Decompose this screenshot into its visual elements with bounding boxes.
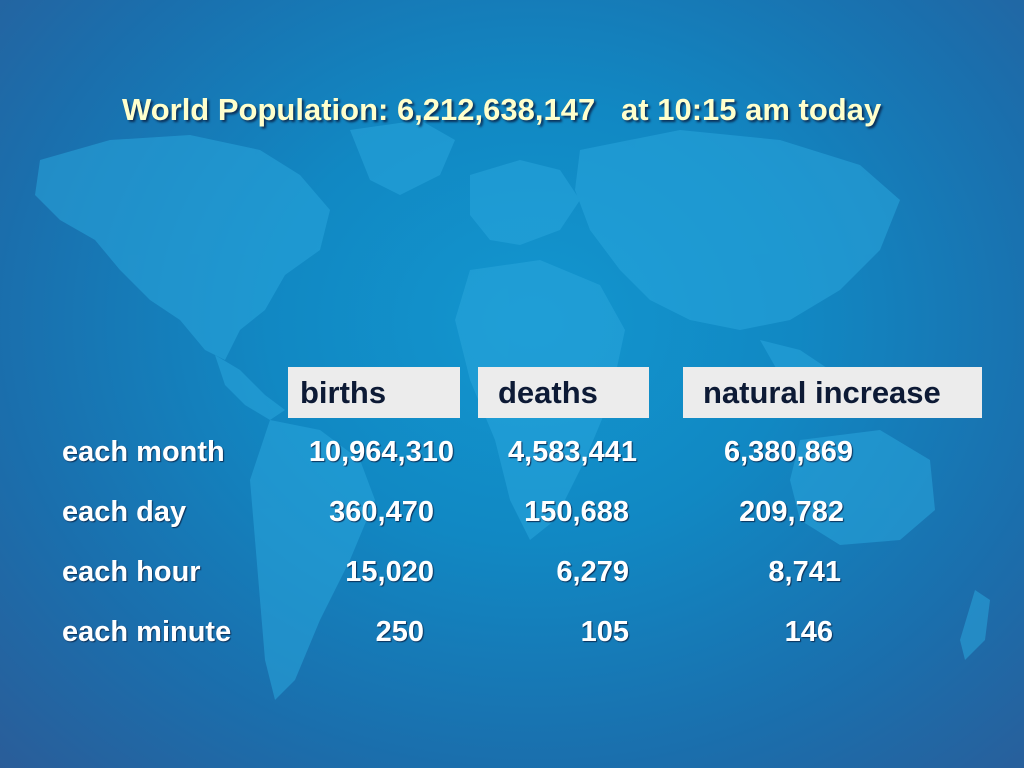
- row-label-hour: each hour: [62, 556, 201, 588]
- new-zealand-shape: [960, 590, 990, 660]
- header-natural-increase: natural increase: [683, 367, 982, 418]
- row-label-month: each month: [62, 436, 225, 468]
- europe-shape: [470, 160, 580, 245]
- increase-minute-value: 146: [784, 616, 833, 648]
- births-day-value: 360,470: [329, 496, 434, 528]
- deaths-minute-value: 105: [580, 616, 629, 648]
- north-america-shape: [35, 135, 330, 360]
- row-label-day: each day: [62, 496, 187, 528]
- population-timestamp: at 10:15 am today: [621, 92, 882, 127]
- row-label-minute: each minute: [62, 616, 232, 648]
- greenland-shape: [350, 120, 455, 195]
- births-minute-value: 250: [375, 616, 424, 648]
- header-natural-increase-label: natural increase: [703, 374, 941, 410]
- births-month-value: 10,964,310: [308, 436, 454, 468]
- header-births-label: births: [300, 374, 387, 410]
- world-population-label: World Population: 6,212,638,147: [122, 92, 596, 127]
- deaths-day-value: 150,688: [524, 496, 629, 528]
- increase-day-value: 209,782: [739, 496, 844, 528]
- header-deaths-label: deaths: [498, 374, 598, 410]
- central-america-shape: [215, 355, 285, 420]
- deaths-hour-value: 6,279: [556, 556, 629, 588]
- increase-month-value: 6,380,869: [723, 436, 853, 468]
- header-deaths: deaths: [478, 367, 649, 418]
- births-hour-value: 15,020: [345, 556, 434, 588]
- australia-shape: [790, 430, 935, 545]
- deaths-month-value: 4,583,441: [507, 436, 637, 468]
- south-america-shape: [250, 420, 375, 700]
- page-title: World Population: 6,212,638,147 at 10:15…: [122, 92, 881, 128]
- asia-shape: [575, 130, 900, 330]
- header-births: births: [288, 367, 460, 418]
- increase-hour-value: 8,741: [768, 556, 841, 588]
